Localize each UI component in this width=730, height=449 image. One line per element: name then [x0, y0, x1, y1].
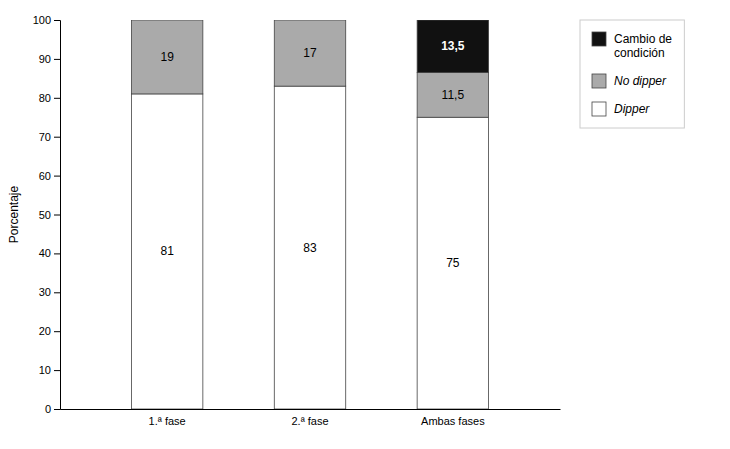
legend-swatch	[592, 32, 606, 46]
bar-segment	[131, 94, 202, 409]
y-tick-mark	[54, 292, 60, 293]
y-tick: 70	[39, 131, 60, 143]
data-label: 13,5	[441, 39, 465, 53]
y-tick-label: 10	[39, 364, 51, 376]
legend-label: Cambio decondición	[614, 32, 672, 60]
y-tick: 0	[45, 403, 60, 415]
y-tick: 50	[39, 209, 60, 221]
y-tick-mark	[54, 98, 60, 99]
data-label: 17	[303, 46, 317, 60]
bar-segment	[417, 117, 488, 409]
legend-frame	[580, 20, 684, 128]
y-tick-mark	[54, 20, 60, 21]
legend-item: Cambio decondición	[592, 32, 672, 60]
y-tick-label: 90	[39, 53, 51, 65]
y-tick: 90	[39, 53, 60, 65]
legend: Cambio decondición No dipper Dipper	[580, 20, 684, 128]
bar-segment	[417, 73, 488, 118]
data-label: 19	[160, 50, 174, 64]
plot: 0 10 20 30 40 50 60 70 80 90 100 1.ª fase 2.ª fase Am…	[7, 14, 561, 427]
y-tick: 40	[39, 247, 60, 259]
bar-segment	[274, 20, 345, 86]
y-tick-mark	[54, 176, 60, 177]
y-axis-title: Porcentaje	[7, 185, 21, 243]
y-tick-label: 50	[39, 209, 51, 221]
y-tick: 100	[33, 14, 60, 26]
bar-segment	[131, 20, 202, 21]
bar-segment	[274, 86, 345, 409]
bars	[131, 20, 488, 409]
y-tick-label: 0	[45, 403, 51, 415]
x-axis-line	[61, 409, 561, 410]
x-tick-label: 2.ª fase	[291, 415, 328, 427]
y-tick-label: 40	[39, 247, 51, 259]
y-tick-mark	[54, 59, 60, 60]
data-labels: 81 83 75 19 17 11,5 13,5	[160, 39, 464, 270]
y-tick-mark	[54, 215, 60, 216]
y-tick-label: 70	[39, 131, 51, 143]
y-tick-mark	[54, 409, 60, 410]
y-tick-label: 100	[33, 14, 51, 26]
y-axis-line	[54, 21, 61, 410]
y-tick-label: 60	[39, 170, 51, 182]
legend-item: No dipper	[592, 74, 667, 88]
y-axis: 0 10 20 30 40 50 60 70 80 90 100	[33, 14, 61, 415]
bar-segment	[131, 20, 202, 94]
data-label: 81	[160, 244, 174, 258]
series-bars	[131, 20, 488, 117]
y-tick-label: 20	[39, 325, 51, 337]
x-tick: 2.ª fase	[291, 415, 328, 427]
legend-swatch	[592, 74, 606, 88]
y-tick-label: 30	[39, 286, 51, 298]
y-tick-mark	[54, 331, 60, 332]
legend-swatch	[592, 102, 606, 116]
data-label: 75	[446, 256, 460, 270]
legend-label: No dipper	[614, 74, 667, 88]
x-axis: 1.ª fase 2.ª fase Ambas fases	[61, 410, 561, 427]
y-tick-mark	[54, 370, 60, 371]
y-tick: 20	[39, 325, 60, 337]
y-tick-label: 80	[39, 92, 51, 104]
y-tick-mark	[54, 137, 60, 138]
legend-item: Dipper	[592, 102, 650, 116]
bar-segment	[274, 20, 345, 21]
chart: 0 10 20 30 40 50 60 70 80 90 100 1.ª fase 2.ª fase Am…	[0, 0, 730, 449]
data-label: 83	[303, 241, 317, 255]
x-tick: 1.ª fase	[149, 415, 186, 427]
data-label: 11,5	[442, 88, 465, 102]
x-tick-label: 1.ª fase	[149, 415, 186, 427]
y-tick: 80	[39, 92, 60, 104]
y-tick: 10	[39, 364, 60, 376]
x-tick-label: Ambas fases	[421, 415, 485, 427]
series-bars	[131, 86, 488, 409]
bar-segment	[417, 20, 488, 73]
legend-label: Dipper	[614, 102, 650, 116]
y-tick: 60	[39, 170, 60, 182]
x-tick: Ambas fases	[421, 415, 485, 427]
y-tick-mark	[54, 253, 60, 254]
y-tick: 30	[39, 286, 60, 298]
series-bars	[417, 20, 488, 73]
